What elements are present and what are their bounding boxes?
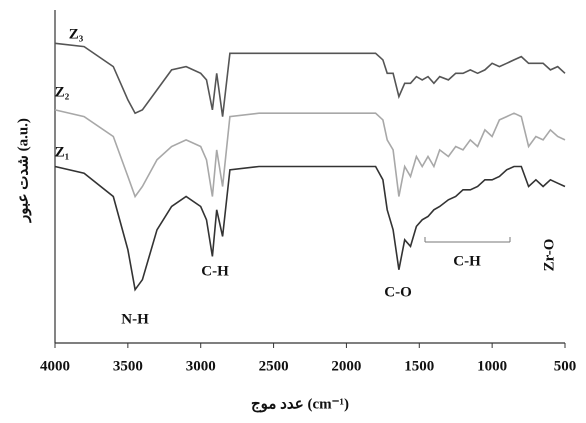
series-label: Z₁ [55, 144, 70, 160]
x-tick-label: 3500 [113, 358, 143, 374]
series-label: Z₂ [55, 84, 70, 100]
annotation: Zr-O [541, 239, 557, 272]
x-tick-label: 1500 [404, 358, 434, 374]
y-axis-label: شدت عبور (a.u.) [15, 118, 31, 223]
annotation: C-H [201, 263, 229, 279]
series-line [54, 42, 566, 117]
x-tick-label: 500 [554, 358, 577, 374]
series-label: Z₃ [69, 26, 84, 42]
x-axis-label: عدد موج (cm⁻¹) [251, 396, 349, 412]
x-tick-label: 2500 [259, 358, 289, 374]
annotation: C-O [384, 284, 412, 300]
annotation: C-H [453, 253, 481, 269]
x-tick-label: 2000 [331, 358, 361, 374]
series-line [54, 109, 566, 199]
x-tick-label: 3000 [186, 358, 216, 374]
x-tick-label: 4000 [40, 358, 70, 374]
annotation: N-H [121, 311, 149, 327]
series-line [54, 165, 566, 292]
x-tick-label: 1000 [477, 358, 507, 374]
